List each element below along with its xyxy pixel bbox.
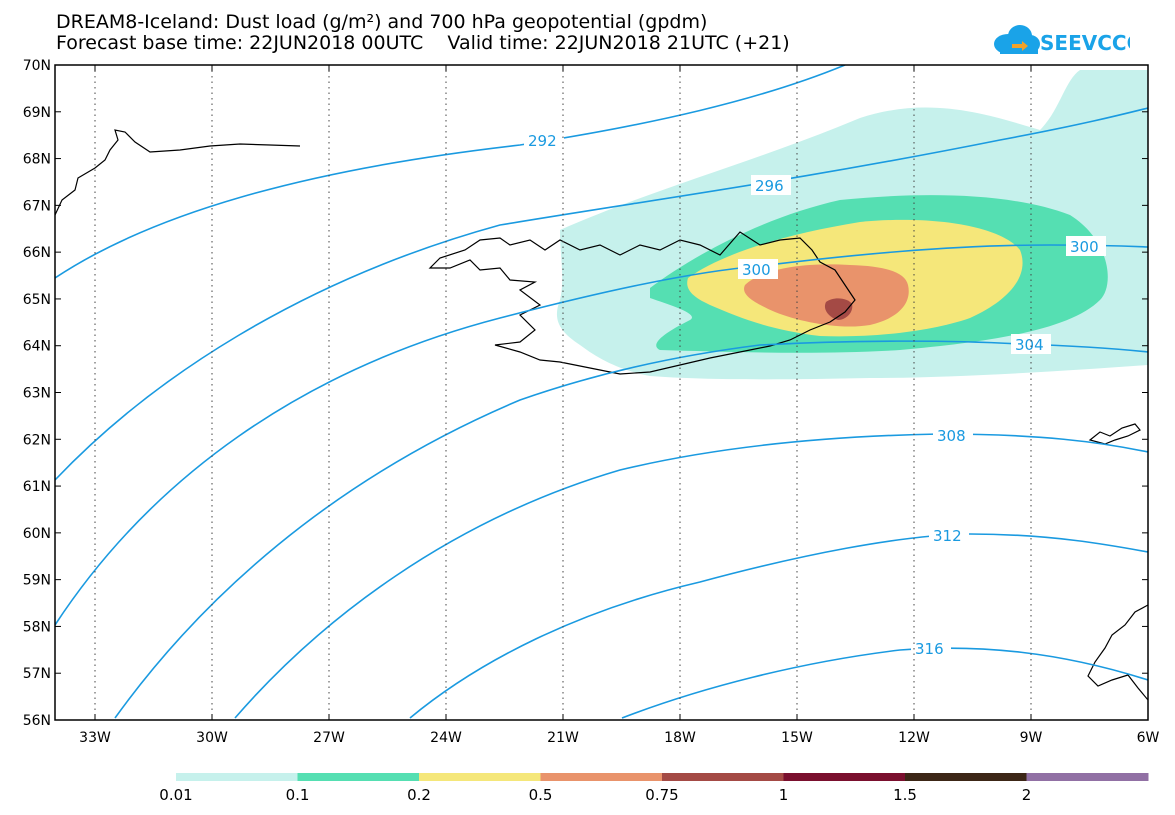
longitude-labels: 33W 30W 27W 24W 21W 18W 15W 12W 9W 6W [79, 730, 1159, 746]
lat-label: 62N [23, 432, 51, 448]
contour-line-292 [55, 65, 846, 279]
seevccc-logo: SEEVCCC [994, 25, 1130, 55]
lat-label: 68N [23, 152, 51, 168]
legend-label: 1 [779, 786, 789, 804]
lat-label: 70N [23, 58, 51, 74]
lon-label: 6W [1137, 730, 1160, 746]
cloud-icon [994, 25, 1040, 54]
contour-line-300 [55, 244, 1148, 626]
lon-label: 30W [196, 730, 228, 746]
legend-swatch [783, 773, 906, 781]
map-plot-area: 292 296 300 300 304 308 312 316 [55, 65, 1148, 720]
legend-label: 0.2 [407, 786, 431, 804]
legend-swatch [905, 773, 1027, 781]
lat-label: 64N [23, 339, 51, 355]
contour-label-300-east: 300 [1070, 238, 1099, 256]
dust-load-legend: 0.01 0.1 0.2 0.5 0.75 1 1.5 2 [159, 773, 1149, 804]
dust-level-0.5-area [744, 264, 909, 327]
norway-coastline [1087, 604, 1148, 701]
map-title: DREAM8-Iceland: Dust load (g/m²) and 700… [56, 11, 708, 33]
lat-label: 63N [23, 386, 51, 402]
contour-line-296 [55, 107, 1148, 481]
contour-line-316 [621, 647, 1148, 719]
faroe-coastline [1088, 423, 1141, 445]
contour-labels: 292 296 300 300 304 308 312 316 [524, 130, 1106, 658]
lon-label: 21W [547, 730, 579, 746]
contour-label-296: 296 [755, 177, 784, 195]
dust-level-0.75-area [824, 298, 853, 320]
contour-label-304: 304 [1015, 336, 1044, 354]
lat-label: 57N [23, 666, 51, 682]
map-subtitle: Forecast base time: 22JUN2018 00UTC Vali… [56, 32, 790, 54]
legend-label: 0.5 [529, 786, 553, 804]
lat-label: 60N [23, 526, 51, 542]
logo-text: SEEVCCC [1040, 31, 1130, 55]
contour-line-304 [114, 340, 1148, 719]
legend-label: 1.5 [893, 786, 917, 804]
iceland-coastline [428, 231, 856, 375]
legend-swatch [297, 773, 420, 781]
legend-swatch [662, 773, 784, 781]
lon-label: 33W [79, 730, 111, 746]
lon-label: 27W [313, 730, 345, 746]
legend-label: 0.01 [159, 786, 192, 804]
lat-label: 59N [23, 573, 51, 589]
legend-swatch [1026, 773, 1149, 781]
lat-label: 61N [23, 479, 51, 495]
lat-label: 67N [23, 198, 51, 214]
legend-swatch [419, 773, 541, 781]
latitude-labels: 70N 69N 68N 67N 66N 65N 64N 63N 62N 61N 60N 59N 58N 5… [23, 58, 51, 729]
lon-label: 24W [430, 730, 462, 746]
axis-ticks [55, 64, 1149, 721]
lat-label: 58N [23, 619, 51, 635]
lon-label: 18W [664, 730, 696, 746]
lat-label: 66N [23, 245, 51, 261]
greenland-coastline [55, 129, 301, 216]
legend-swatch [176, 773, 298, 781]
contour-label-308: 308 [937, 427, 966, 445]
contour-label-300-west: 300 [742, 261, 771, 279]
lon-label: 15W [781, 730, 813, 746]
contour-label-312: 312 [933, 527, 962, 545]
legend-swatch [540, 773, 663, 781]
contour-label-292: 292 [528, 132, 557, 150]
contour-line-308 [234, 433, 1148, 719]
lat-label: 56N [23, 713, 51, 729]
lat-label: 69N [23, 105, 51, 121]
legend-label: 0.1 [286, 786, 310, 804]
map-gridlines [94, 65, 1032, 720]
contour-label-316: 316 [915, 640, 944, 658]
lon-label: 9W [1020, 730, 1043, 746]
contour-line-312 [409, 533, 1148, 719]
legend-label: 2 [1022, 786, 1032, 804]
lat-label: 65N [23, 292, 51, 308]
legend-label: 0.75 [645, 786, 678, 804]
lon-label: 12W [898, 730, 930, 746]
